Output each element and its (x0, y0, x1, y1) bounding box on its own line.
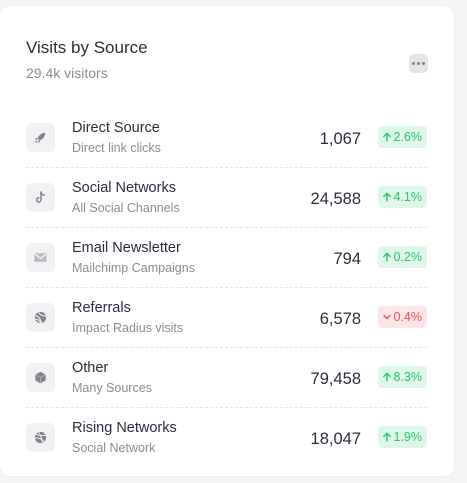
change-value: 4.1% (393, 190, 423, 204)
source-desc: Impact Radius visits (72, 321, 184, 335)
change-value: 2.6% (393, 130, 423, 144)
source-row-referrals: Referrals Impact Radius visits 6,578 0.4… (26, 288, 427, 348)
mail-icon (26, 243, 55, 272)
source-value: 6,578 (319, 310, 361, 328)
dots-horizontal-icon (412, 62, 425, 65)
source-name: Rising Networks (72, 420, 177, 436)
source-desc: Social Network (72, 441, 156, 455)
source-desc: Direct link clicks (72, 141, 161, 155)
source-value: 794 (333, 250, 361, 268)
source-desc: All Social Channels (72, 201, 180, 215)
source-name: Other (72, 360, 109, 376)
tiktok-icon (26, 183, 55, 212)
card-title: Visits by Source (26, 38, 148, 57)
change-badge: 0.2% (377, 246, 427, 268)
source-value: 24,588 (310, 190, 361, 208)
source-list: Direct Source Direct link clicks 1,067 2… (26, 108, 427, 468)
arrow-up-icon (382, 132, 391, 142)
chevron-down-icon (382, 314, 391, 320)
source-name: Social Networks (72, 180, 176, 196)
arrow-up-icon (382, 432, 391, 442)
change-badge: 4.1% (377, 186, 427, 208)
source-desc: Many Sources (72, 381, 152, 395)
arrow-up-icon (382, 192, 391, 202)
cube-icon (26, 363, 55, 392)
source-row-email: Email Newsletter Mailchimp Campaigns 794… (26, 228, 427, 288)
source-row-social: Social Networks All Social Channels 24,5… (26, 168, 427, 228)
arrow-up-icon (382, 372, 391, 382)
source-row-other: Other Many Sources 79,458 8.3% (26, 348, 427, 408)
source-name: Email Newsletter (72, 240, 181, 256)
change-badge: 2.6% (377, 126, 427, 148)
source-row-direct: Direct Source Direct link clicks 1,067 2… (26, 108, 427, 168)
source-name: Referrals (72, 300, 131, 316)
visits-by-source-card: Visits by Source 29.4k visitors Direct S… (0, 6, 454, 476)
source-row-rising: Rising Networks Social Network 18,047 1.… (26, 408, 427, 468)
change-value: 8.3% (393, 370, 423, 384)
card-header: Visits by Source 29.4k visitors (26, 38, 148, 81)
change-value: 0.2% (393, 250, 423, 264)
change-value: 0.4% (393, 310, 423, 324)
change-badge: 0.4% (377, 306, 427, 328)
source-value: 18,047 (310, 430, 361, 448)
card-subtitle: 29.4k visitors (26, 65, 108, 81)
globe-icon (26, 303, 55, 332)
source-desc: Mailchimp Campaigns (72, 261, 195, 275)
source-value: 79,458 (310, 370, 361, 388)
source-name: Direct Source (72, 120, 160, 136)
change-badge: 8.3% (377, 366, 427, 388)
arrow-up-icon (382, 252, 391, 262)
more-options-button[interactable] (409, 54, 428, 73)
source-value: 1,067 (319, 130, 361, 148)
dribbble-icon (26, 423, 55, 452)
change-value: 1.9% (393, 430, 423, 444)
rocket-icon (26, 123, 55, 152)
change-badge: 1.9% (377, 426, 427, 448)
